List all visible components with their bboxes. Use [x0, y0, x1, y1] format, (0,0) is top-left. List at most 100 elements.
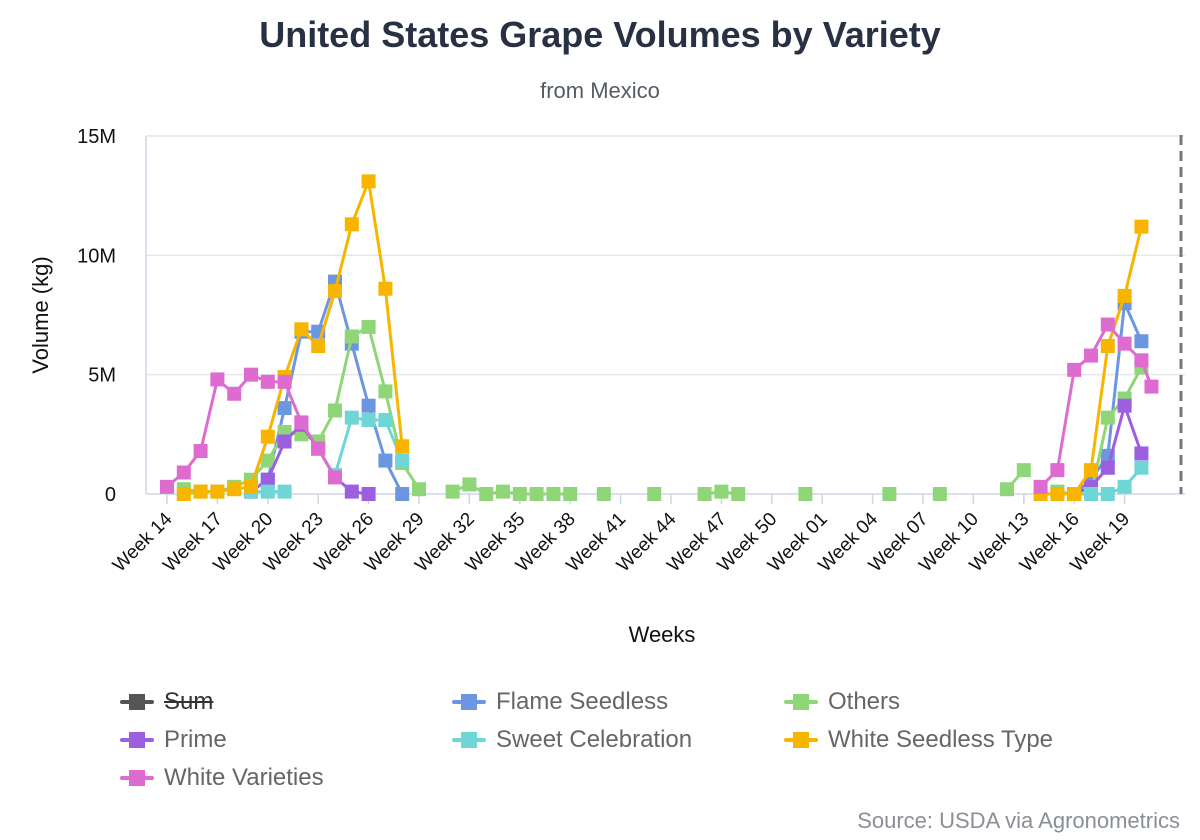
data-point[interactable]: [1134, 353, 1149, 368]
legend-item-sum[interactable]: Sum: [120, 688, 213, 716]
data-point[interactable]: [344, 410, 359, 425]
data-point[interactable]: [193, 444, 208, 459]
data-point[interactable]: [361, 413, 376, 428]
data-point[interactable]: [361, 398, 376, 413]
legend-item-prime[interactable]: Prime: [120, 726, 227, 754]
data-point[interactable]: [1084, 463, 1098, 478]
data-point[interactable]: [412, 482, 426, 497]
data-point[interactable]: [1084, 348, 1098, 363]
data-point[interactable]: [328, 284, 342, 299]
data-point[interactable]: [277, 484, 292, 499]
data-point[interactable]: [344, 217, 359, 232]
data-point[interactable]: [1000, 482, 1014, 497]
data-point[interactable]: [160, 479, 174, 494]
data-point[interactable]: [244, 367, 258, 382]
data-point[interactable]: [1050, 463, 1065, 478]
data-point[interactable]: [294, 322, 309, 337]
chart-subtitle: from Mexico: [540, 78, 660, 103]
data-point[interactable]: [1050, 487, 1065, 501]
data-point[interactable]: [176, 487, 191, 501]
data-point[interactable]: [378, 413, 393, 428]
data-point[interactable]: [395, 453, 410, 468]
data-point[interactable]: [260, 484, 275, 499]
data-point[interactable]: [227, 386, 242, 401]
data-point[interactable]: [260, 429, 275, 444]
data-point[interactable]: [277, 374, 292, 389]
source-credit[interactable]: Source: USDA via Agronometrics: [857, 808, 1180, 833]
data-point[interactable]: [596, 487, 611, 501]
data-point[interactable]: [1100, 317, 1115, 332]
data-point[interactable]: [1117, 398, 1132, 413]
data-point[interactable]: [512, 487, 527, 501]
data-point[interactable]: [479, 487, 494, 501]
legend-item-flame-seedless[interactable]: Flame Seedless: [452, 688, 668, 716]
data-point[interactable]: [210, 484, 225, 499]
data-point[interactable]: [227, 482, 242, 497]
data-point[interactable]: [1067, 487, 1082, 501]
data-point[interactable]: [1067, 362, 1082, 377]
data-point[interactable]: [311, 339, 326, 354]
data-point[interactable]: [932, 487, 947, 501]
legend-item-sweet-celebration[interactable]: Sweet Celebration: [452, 726, 692, 754]
data-point[interactable]: [714, 484, 729, 499]
data-point[interactable]: [798, 487, 813, 501]
data-point[interactable]: [1134, 334, 1149, 349]
data-point[interactable]: [1117, 336, 1132, 351]
data-point[interactable]: [311, 441, 326, 456]
data-point[interactable]: [697, 487, 712, 501]
data-point[interactable]: [1100, 339, 1115, 354]
data-point[interactable]: [1033, 479, 1048, 494]
data-point[interactable]: [244, 479, 258, 494]
data-point[interactable]: [260, 472, 275, 487]
y-tick-label: 5M: [88, 365, 116, 387]
data-point[interactable]: [260, 453, 275, 468]
data-point[interactable]: [1117, 288, 1132, 303]
data-point[interactable]: [563, 487, 578, 501]
data-point[interactable]: [731, 487, 746, 501]
data-point[interactable]: [445, 484, 460, 499]
data-point[interactable]: [176, 465, 191, 480]
legend-swatch: [120, 730, 154, 750]
data-point[interactable]: [1016, 463, 1031, 478]
data-point[interactable]: [647, 487, 662, 501]
data-point[interactable]: [1134, 219, 1149, 234]
data-point[interactable]: [277, 434, 292, 449]
data-point[interactable]: [361, 319, 376, 334]
data-point[interactable]: [210, 372, 225, 387]
data-point[interactable]: [882, 487, 897, 501]
data-point[interactable]: [1100, 460, 1115, 475]
data-point[interactable]: [361, 174, 376, 189]
data-point[interactable]: [546, 487, 561, 501]
data-point[interactable]: [378, 281, 393, 296]
data-point[interactable]: [529, 487, 544, 501]
data-point[interactable]: [395, 487, 410, 501]
legend-item-white-varieties[interactable]: White Varieties: [120, 764, 324, 792]
data-point[interactable]: [1084, 487, 1098, 501]
data-point[interactable]: [1134, 460, 1149, 475]
data-point[interactable]: [1144, 379, 1159, 394]
series-line: [166, 373, 337, 488]
legend-item-others[interactable]: Others: [784, 688, 900, 716]
data-point[interactable]: [378, 384, 393, 399]
data-point[interactable]: [1117, 479, 1132, 494]
data-point[interactable]: [378, 453, 393, 468]
data-point[interactable]: [294, 415, 309, 430]
data-point[interactable]: [344, 329, 359, 344]
data-point[interactable]: [260, 374, 275, 389]
data-point[interactable]: [328, 470, 342, 485]
legend-item-white-seedless-type[interactable]: White Seedless Type: [784, 726, 1053, 754]
data-point[interactable]: [496, 484, 510, 499]
data-point[interactable]: [193, 484, 208, 499]
data-point[interactable]: [277, 401, 292, 416]
data-point[interactable]: [344, 484, 359, 499]
legend-label: White Seedless Type: [828, 726, 1054, 753]
data-point[interactable]: [1134, 446, 1149, 461]
data-point[interactable]: [395, 439, 410, 454]
x-axis-label: Weeks: [629, 622, 696, 647]
data-point[interactable]: [1100, 410, 1115, 425]
data-point[interactable]: [462, 477, 477, 492]
data-point[interactable]: [361, 487, 376, 501]
data-point[interactable]: [328, 403, 342, 418]
data-point[interactable]: [1100, 487, 1115, 501]
